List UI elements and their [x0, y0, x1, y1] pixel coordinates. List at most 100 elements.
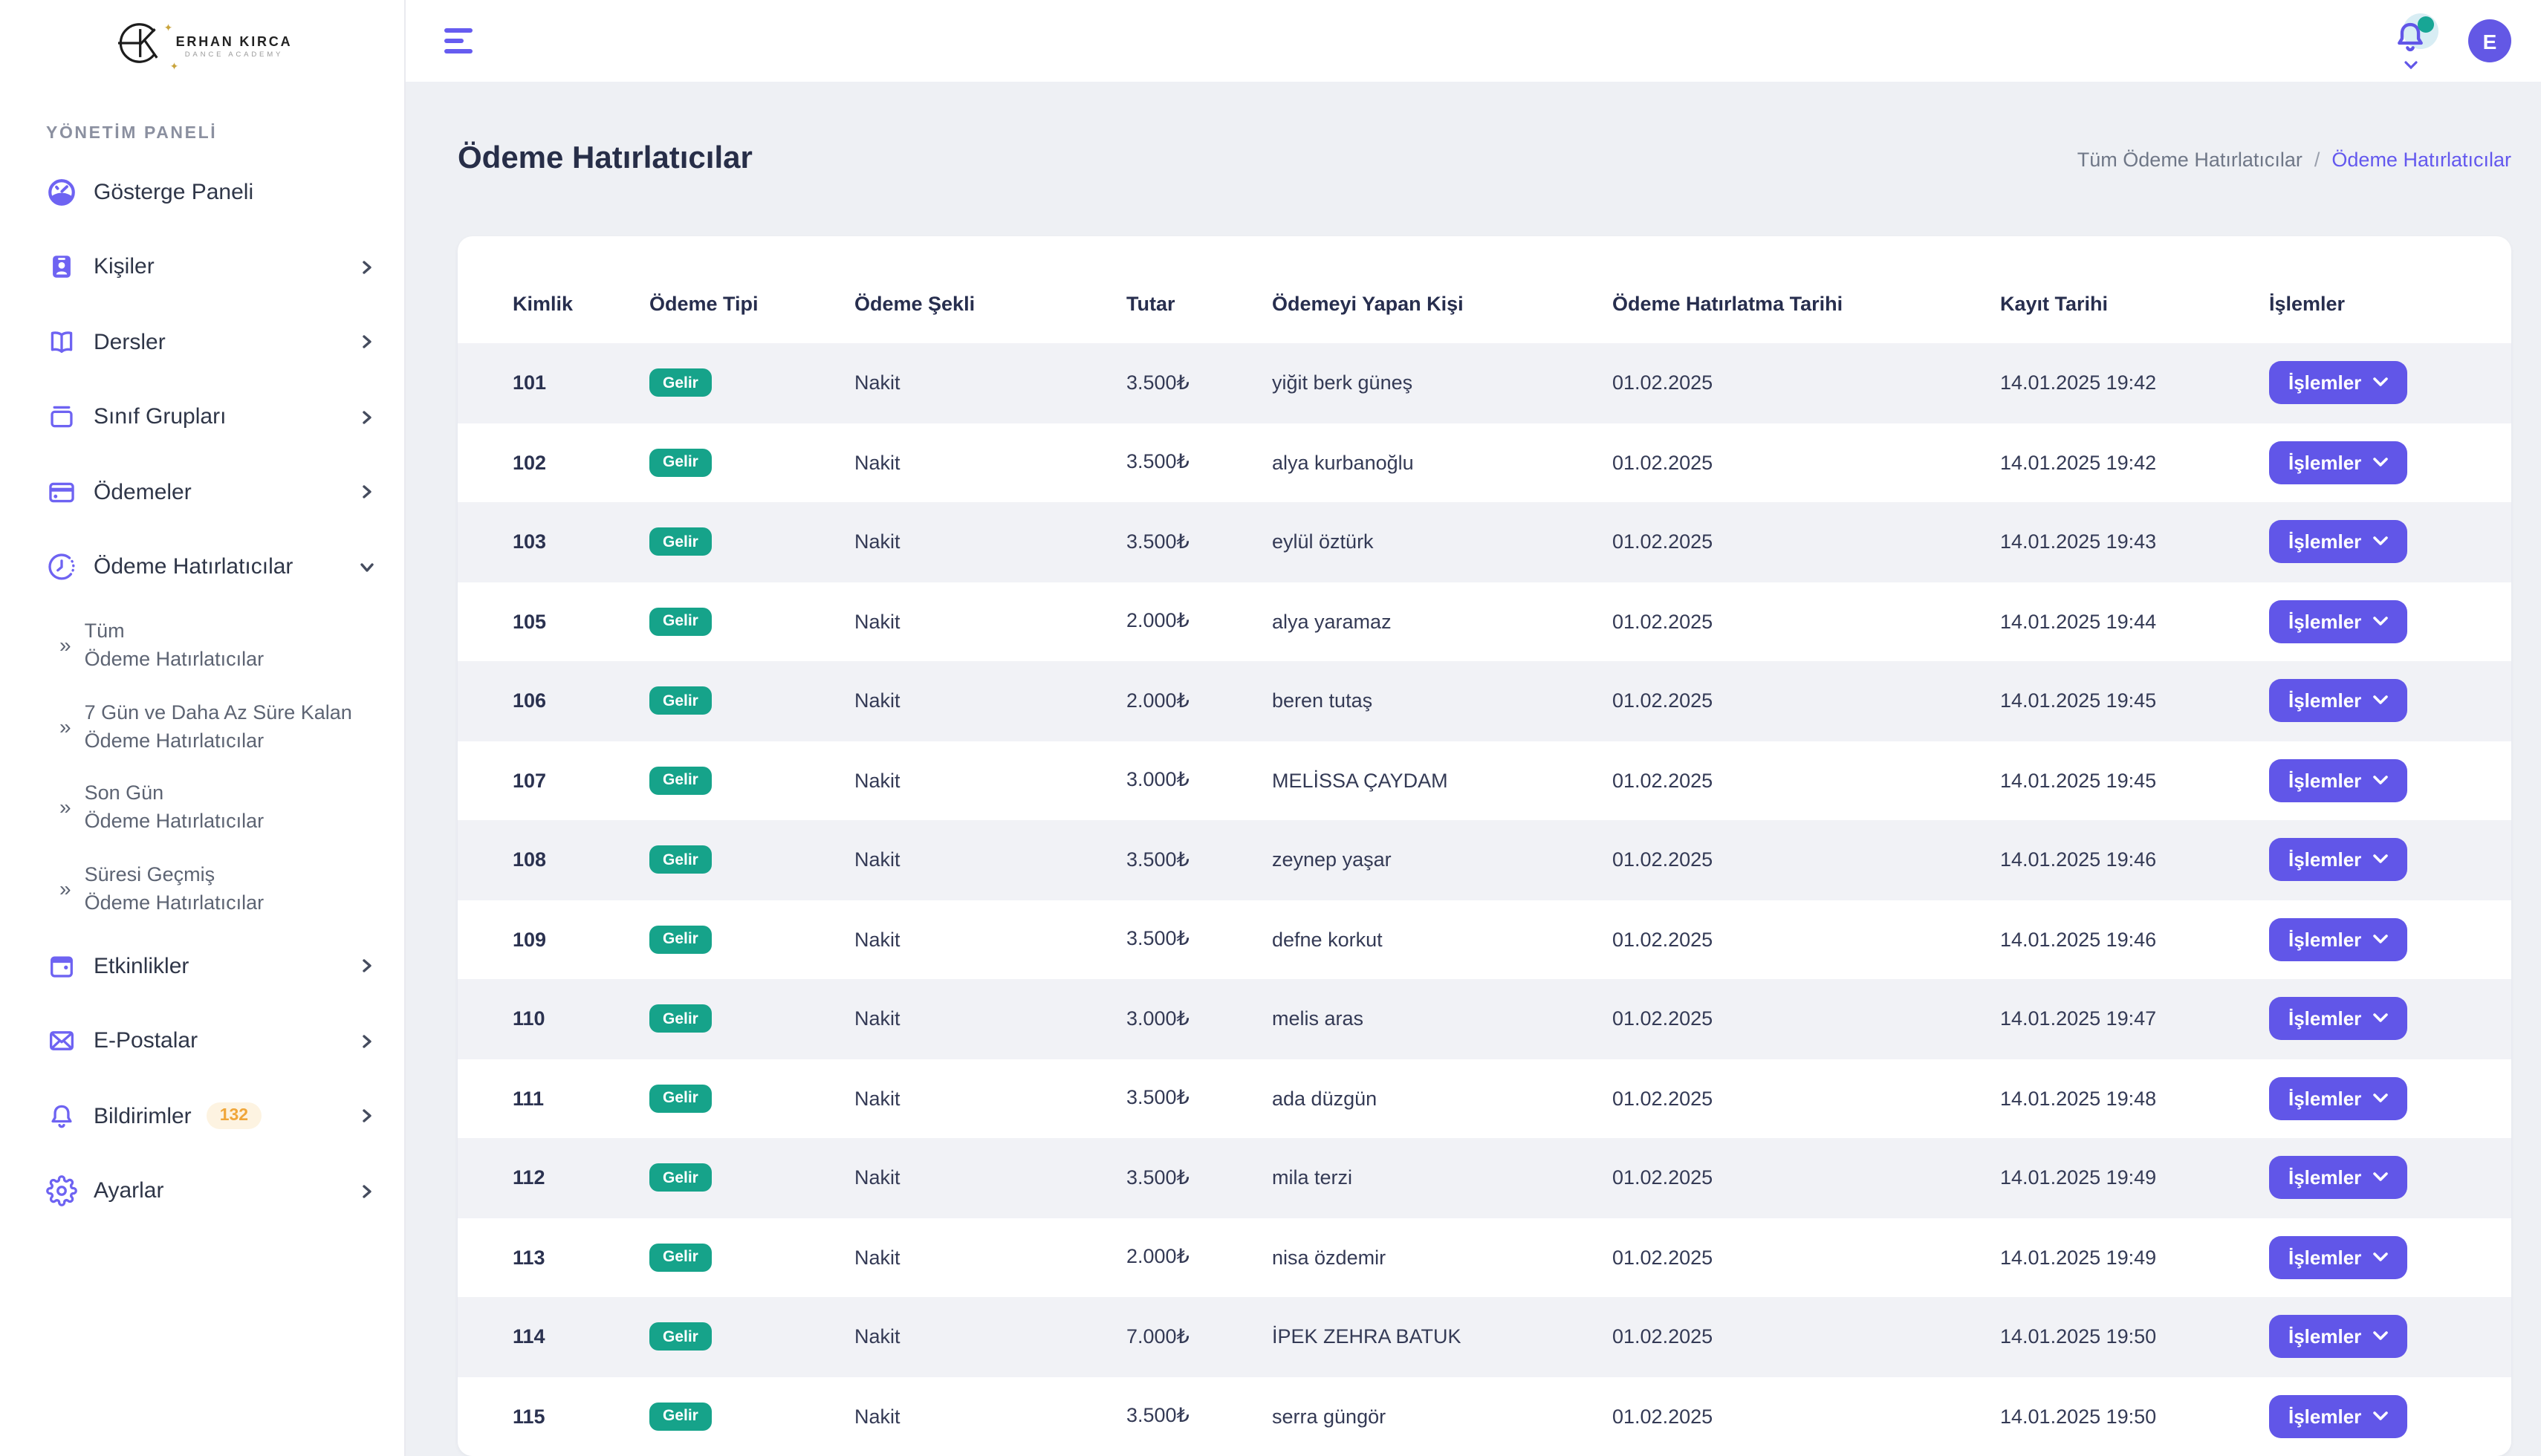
brand-name: ERHAN KIRCA	[176, 33, 293, 48]
cell-odeme-sekli: Nakit	[854, 611, 1126, 633]
cell-kayit-tarihi: 14.01.2025 19:49	[2000, 1167, 2269, 1189]
cell-odeme-sekli: Nakit	[854, 372, 1126, 394]
breadcrumb-parent-link[interactable]: Tüm Ödeme Hatırlatıcılar	[2077, 148, 2303, 170]
id-card-icon	[46, 252, 77, 283]
notification-count-badge: 132	[207, 1103, 262, 1130]
islemler-actions-button[interactable]: İşlemler	[2269, 759, 2407, 802]
sidebar-item-kisiler[interactable]: Kişiler	[0, 230, 404, 305]
islemler-actions-button[interactable]: İşlemler	[2269, 1157, 2407, 1200]
chevron-right-icon	[360, 959, 374, 974]
sidebar-item-gosterge-paneli[interactable]: Gösterge Paneli	[0, 155, 404, 230]
islemler-actions-button[interactable]: İşlemler	[2269, 1395, 2407, 1438]
cell-kimlik: 105	[513, 611, 649, 633]
cell-kayit-tarihi: 14.01.2025 19:47	[2000, 1008, 2269, 1030]
cell-odeme-hatirlatma-tarihi: 01.02.2025	[1612, 1167, 2000, 1189]
brand-subtitle: DANCE ACADEMY	[185, 51, 284, 59]
chevron-down-icon	[2373, 1252, 2388, 1263]
islemler-actions-button[interactable]: İşlemler	[2269, 441, 2407, 484]
sidebar-item-etkinlikler[interactable]: Etkinlikler	[0, 929, 404, 1004]
islemler-button-label: İşlemler	[2288, 1008, 2361, 1030]
islemler-actions-button[interactable]: İşlemler	[2269, 680, 2407, 723]
islemler-actions-button[interactable]: İşlemler	[2269, 1316, 2407, 1359]
chevron-down-icon	[2373, 378, 2388, 389]
table-row: 101 Gelir Nakit 3.500₺ yiğit berk güneş …	[458, 343, 2511, 423]
cell-kimlik: 106	[513, 690, 649, 712]
sidebar-item-odemeler[interactable]: Ödemeler	[0, 455, 404, 530]
sidebar-item-dersler[interactable]: Dersler	[0, 305, 404, 380]
calendar-icon	[46, 951, 77, 982]
cell-odeme-hatirlatma-tarihi: 01.02.2025	[1612, 849, 2000, 871]
chevron-right-icon	[360, 260, 374, 275]
islemler-actions-button[interactable]: İşlemler	[2269, 600, 2407, 643]
cell-odemeyi-yapan-kisi: İPEK ZEHRA BATUK	[1272, 1326, 1612, 1348]
cell-kayit-tarihi: 14.01.2025 19:42	[2000, 372, 2269, 394]
sidebar-item-odeme-hatirlaticilar[interactable]: Ödeme Hatırlatıcılar	[0, 530, 404, 605]
sidebar-subitem-son-gun[interactable]: » Son Gün Ödeme Hatırlatıcılar	[0, 767, 404, 848]
column-header-kayit-tarihi: Kayıt Tarihi	[2000, 292, 2269, 314]
user-avatar[interactable]: E	[2468, 19, 2511, 62]
sidebar-item-bildirimler[interactable]: Bildirimler 132	[0, 1079, 404, 1154]
islemler-button-label: İşlemler	[2288, 929, 2361, 951]
payment-type-badge: Gelir	[649, 1005, 712, 1033]
islemler-actions-button[interactable]: İşlemler	[2269, 521, 2407, 564]
cell-kayit-tarihi: 14.01.2025 19:42	[2000, 452, 2269, 474]
islemler-actions-button[interactable]: İşlemler	[2269, 998, 2407, 1041]
cell-odeme-hatirlatma-tarihi: 01.02.2025	[1612, 1326, 2000, 1348]
cell-tutar: 3.500₺	[1126, 1166, 1272, 1190]
cell-odeme-sekli: Nakit	[854, 1247, 1126, 1269]
islemler-actions-button[interactable]: İşlemler	[2269, 1077, 2407, 1120]
islemler-button-label: İşlemler	[2288, 1405, 2361, 1428]
payment-type-badge: Gelir	[649, 528, 712, 556]
cell-kayit-tarihi: 14.01.2025 19:45	[2000, 690, 2269, 712]
unread-indicator-dot	[2418, 16, 2434, 32]
sidebar-item-sinif-gruplari[interactable]: Sınıf Grupları	[0, 380, 404, 455]
envelope-icon	[46, 1026, 77, 1057]
islemler-actions-button[interactable]: İşlemler	[2269, 839, 2407, 882]
table-row: 107 Gelir Nakit 3.000₺ MELİSSA ÇAYDAM 01…	[458, 741, 2511, 820]
cell-kimlik: 108	[513, 849, 649, 871]
chevron-down-icon	[2373, 935, 2388, 945]
islemler-actions-button[interactable]: İşlemler	[2269, 918, 2407, 961]
chevron-down-icon	[2373, 1411, 2388, 1422]
cell-odemeyi-yapan-kisi: melis aras	[1272, 1008, 1612, 1030]
islemler-button-label: İşlemler	[2288, 1167, 2361, 1189]
cell-tutar: 2.000₺	[1126, 610, 1272, 634]
cell-kayit-tarihi: 14.01.2025 19:46	[2000, 849, 2269, 871]
cell-odemeyi-yapan-kisi: MELİSSA ÇAYDAM	[1272, 770, 1612, 792]
islemler-actions-button[interactable]: İşlemler	[2269, 362, 2407, 405]
cell-kimlik: 112	[513, 1167, 649, 1189]
sidebar-subitem-7-gun-kalan[interactable]: » 7 Gün ve Daha Az Süre Kalan Ödeme Hatı…	[0, 686, 404, 767]
cell-odeme-hatirlatma-tarihi: 01.02.2025	[1612, 1405, 2000, 1428]
double-chevron-icon: »	[59, 634, 71, 657]
payment-type-badge: Gelir	[649, 687, 712, 715]
column-header-odemeyi-yapan-kisi: Ödemeyi Yapan Kişi	[1272, 292, 1612, 314]
cell-kimlik: 103	[513, 531, 649, 553]
cell-tutar: 3.000₺	[1126, 769, 1272, 793]
cell-kimlik: 109	[513, 929, 649, 951]
cell-odeme-sekli: Nakit	[854, 1405, 1126, 1428]
cell-kimlik: 101	[513, 372, 649, 394]
cell-kimlik: 113	[513, 1247, 649, 1269]
sidebar-item-e-postalar[interactable]: E-Postalar	[0, 1004, 404, 1079]
hamburger-menu-button[interactable]	[444, 28, 473, 53]
sidebar-subitem-tum-odeme-hatirlaticilar[interactable]: » Tüm Ödeme Hatırlatıcılar	[0, 605, 404, 686]
islemler-button-label: İşlemler	[2288, 770, 2361, 792]
islemler-actions-button[interactable]: İşlemler	[2269, 1236, 2407, 1279]
payment-type-badge: Gelir	[649, 926, 712, 954]
payment-type-badge: Gelir	[649, 767, 712, 795]
sidebar-item-ayarlar[interactable]: Ayarlar	[0, 1154, 404, 1229]
cell-tutar: 3.500₺	[1126, 848, 1272, 872]
cell-odemeyi-yapan-kisi: nisa özdemir	[1272, 1247, 1612, 1269]
cell-tutar: 3.500₺	[1126, 928, 1272, 952]
cell-odemeyi-yapan-kisi: yiğit berk güneş	[1272, 372, 1612, 394]
notifications-bell-button[interactable]	[2388, 13, 2438, 69]
cell-odeme-sekli: Nakit	[854, 531, 1126, 553]
sidebar-subitem-suresi-gecmis[interactable]: » Süresi Geçmiş Ödeme Hatırlatıcılar	[0, 848, 404, 929]
sidebar-item-label: E-Postalar	[94, 1029, 198, 1054]
cell-kayit-tarihi: 14.01.2025 19:46	[2000, 929, 2269, 951]
brand-logo[interactable]: ✦ ✦ ERHAN KIRCA DANCE ACADEMY	[0, 0, 404, 92]
sidebar-section-title: YÖNETİM PANELİ	[46, 125, 404, 143]
breadcrumb-current[interactable]: Ödeme Hatırlatıcılar	[2331, 148, 2511, 170]
breadcrumb-separator: /	[2314, 148, 2320, 170]
column-header-islemler: İşlemler	[2269, 292, 2456, 314]
